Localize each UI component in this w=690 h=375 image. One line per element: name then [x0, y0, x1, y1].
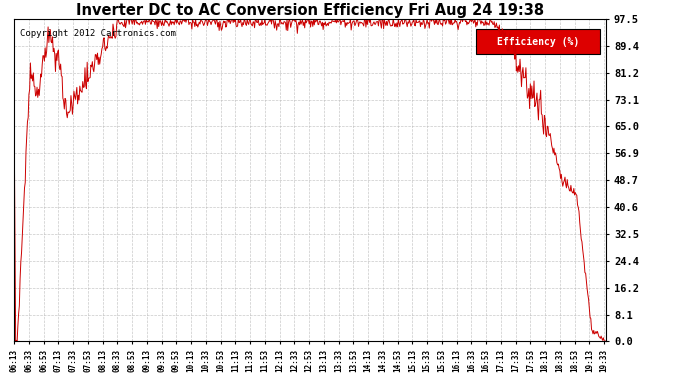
Text: Copyright 2012 Cartronics.com: Copyright 2012 Cartronics.com [20, 28, 176, 38]
FancyBboxPatch shape [476, 28, 600, 54]
Title: Inverter DC to AC Conversion Efficiency Fri Aug 24 19:38: Inverter DC to AC Conversion Efficiency … [76, 3, 544, 18]
Text: Efficiency (%): Efficiency (%) [497, 36, 580, 46]
